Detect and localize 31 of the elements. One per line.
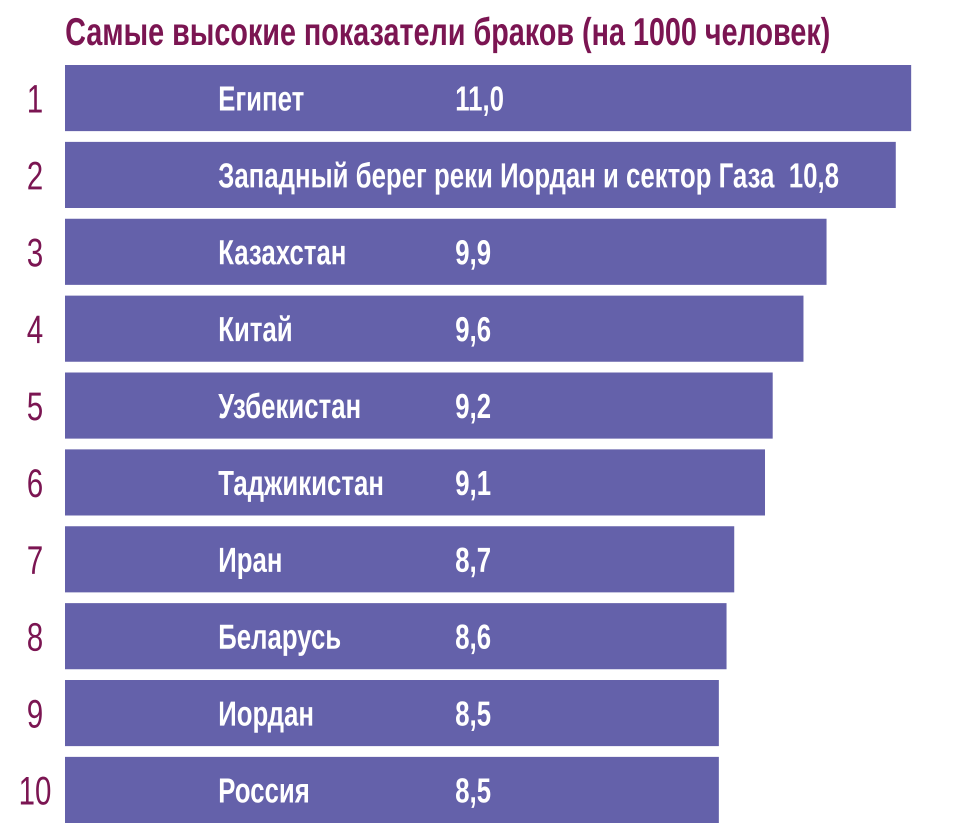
text: 2 bbox=[28, 162, 42, 190]
y-tick-label: Казахстан bbox=[220, 240, 345, 265]
data-label: 8,5 bbox=[456, 778, 490, 808]
data-label: 9,2 bbox=[456, 394, 490, 424]
y-tick-label: Египет bbox=[220, 86, 304, 111]
data-label: 8,5 bbox=[456, 701, 490, 731]
y-tick-label: Россия bbox=[220, 778, 308, 803]
data-label: 9,9 bbox=[456, 240, 490, 270]
text: 7 bbox=[28, 546, 42, 574]
y-tick-label: Узбекистан bbox=[218, 392, 360, 418]
y-tick-label: Иран bbox=[220, 548, 281, 580]
text: 9 bbox=[28, 700, 42, 728]
data-label: 9,6 bbox=[456, 316, 490, 347]
data-label: 10,8 bbox=[790, 163, 838, 193]
data-label: 8,6 bbox=[456, 624, 490, 654]
chart-title: Самые высокие показатели браков (на 1000 человек) bbox=[66, 16, 829, 54]
y-tick-label: Западный берег реки Иордан и сектор Газа bbox=[218, 161, 775, 195]
text: 1 bbox=[29, 85, 42, 113]
text: 5 bbox=[28, 392, 42, 420]
y-tick-label: Таджикистан bbox=[218, 470, 382, 502]
data-label: 11,0 bbox=[456, 86, 503, 116]
data-label: 9,1 bbox=[456, 470, 490, 500]
text: 10 bbox=[20, 776, 50, 805]
text: 6 bbox=[28, 469, 42, 498]
data-label: 8,7 bbox=[456, 547, 490, 578]
text: 4 bbox=[27, 316, 42, 344]
y-tick-label: Иордан bbox=[220, 702, 312, 733]
y-tick-label: Китай bbox=[220, 315, 291, 342]
text: 3 bbox=[28, 238, 42, 267]
y-tick-label: Беларусь bbox=[220, 624, 340, 656]
text: 8 bbox=[28, 622, 42, 652]
